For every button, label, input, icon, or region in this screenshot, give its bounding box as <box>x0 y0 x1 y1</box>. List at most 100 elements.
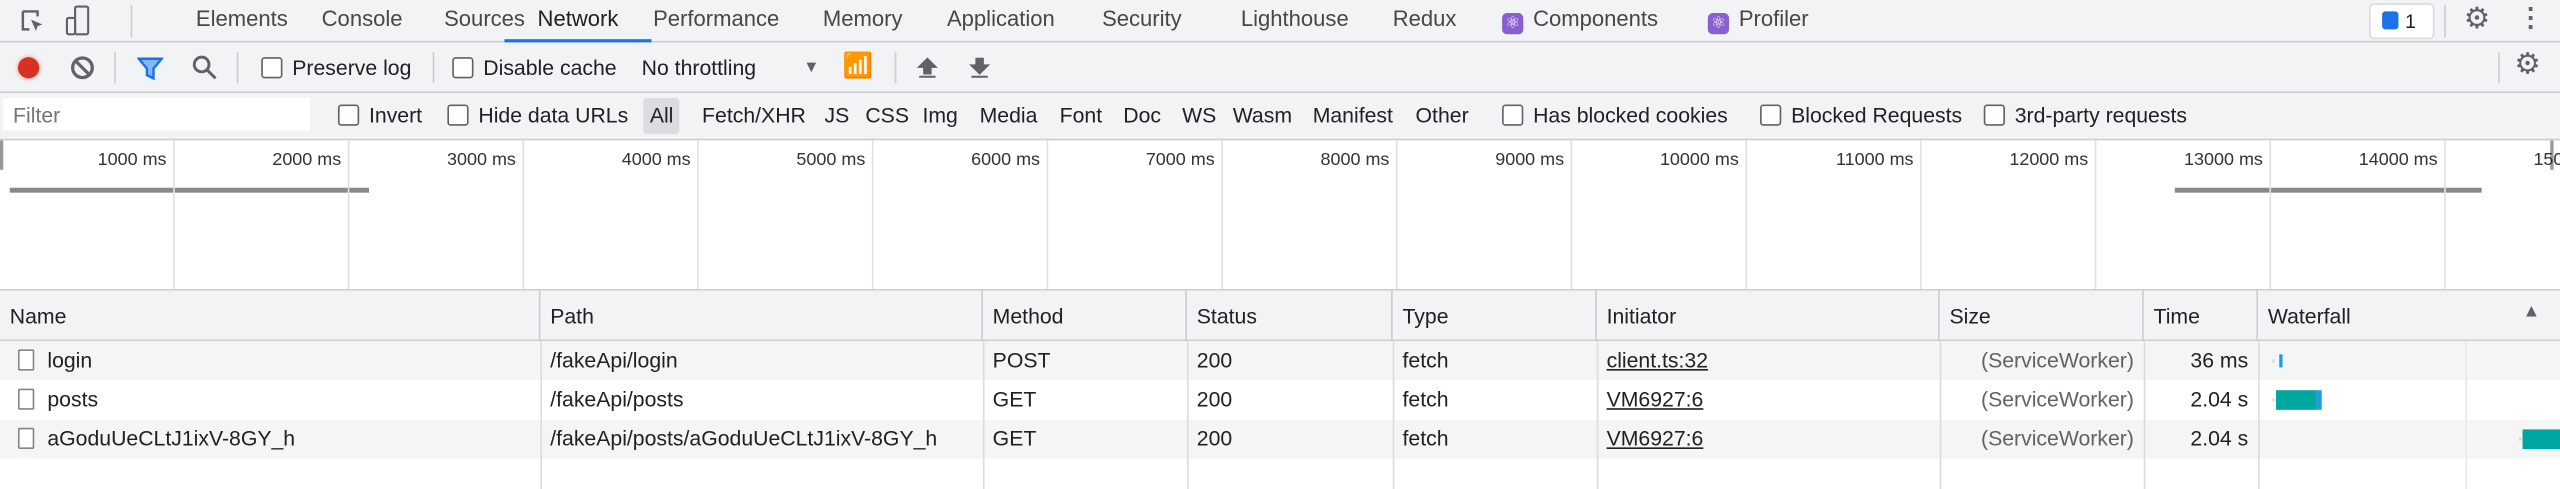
disable-cache-checkbox[interactable]: Disable cache <box>452 42 617 93</box>
has-blocked-cookies-label: Has blocked cookies <box>1533 102 1728 128</box>
cell-path: /fakeApi/posts <box>540 380 982 419</box>
tab-elements[interactable]: Elements <box>195 6 288 32</box>
invert-checkbox[interactable]: Invert <box>337 93 422 139</box>
time-value: 2.04 s <box>2190 426 2249 451</box>
size-value: (ServiceWorker) <box>1981 347 2134 373</box>
overview-grid-line <box>173 140 175 289</box>
overview-grid-line <box>2094 140 2097 289</box>
table-row[interactable]: aGoduUeCLtJ1ixV-8GY_h/fakeApi/posts/aGod… <box>0 419 2560 459</box>
third-party-requests-checkbox[interactable]: 3rd-party requests <box>1983 93 2187 139</box>
tab-components[interactable]: ⚛ Components <box>1502 0 1658 42</box>
type-filter-media[interactable]: Media <box>979 102 1038 128</box>
waterfall-bar <box>2522 429 2560 449</box>
type-filter-font[interactable]: Font <box>1059 102 1103 128</box>
waterfall-grid-line <box>2465 341 2468 489</box>
type-filter-fetch-xhr[interactable]: Fetch/XHR <box>702 102 806 128</box>
name-value: aGoduUeCLtJ1ixV-8GY_h <box>47 426 296 451</box>
cell-name[interactable]: aGoduUeCLtJ1ixV-8GY_h <box>0 420 540 459</box>
column-header-path[interactable]: Path <box>540 290 983 342</box>
type-filter-ws[interactable]: WS <box>1182 102 1217 128</box>
overview-tick-label: 10000 ms <box>1659 150 1739 170</box>
overview-grid-line <box>1395 140 1398 289</box>
tab-console[interactable]: Console <box>321 6 403 32</box>
type-filter-wasm[interactable]: Wasm <box>1232 102 1293 128</box>
cell-initiator[interactable]: VM6927:6 <box>1597 420 1940 459</box>
search-icon[interactable] <box>191 54 217 82</box>
cell-path: /fakeApi/posts/aGoduUeCLtJ1ixV-8GY_h <box>540 420 982 459</box>
cell-size: (ServiceWorker) <box>1940 341 2144 380</box>
has-blocked-cookies-checkbox[interactable]: Has blocked cookies <box>1502 93 1728 139</box>
filter-bar: Invert Hide data URLs All Fetch/XHR JS C… <box>0 93 2560 141</box>
inspect-element-icon[interactable] <box>20 8 46 34</box>
type-filter-js[interactable]: JS <box>824 102 850 128</box>
tab-memory[interactable]: Memory <box>822 6 903 32</box>
more-options-kebab-icon[interactable]: ⋮ <box>2517 4 2544 33</box>
throttling-select[interactable]: No throttling ▼ <box>642 42 835 93</box>
tab-profiler-label: Profiler <box>1738 6 1809 32</box>
overview-right-handle[interactable] <box>2550 140 2554 170</box>
column-divider <box>982 341 985 489</box>
column-header-name[interactable]: Name <box>0 290 541 342</box>
network-conditions-wifi-icon[interactable]: 📶 <box>842 52 873 81</box>
cell-name[interactable]: login <box>0 341 540 380</box>
type-filter-doc[interactable]: Doc <box>1123 102 1162 128</box>
initiator-value[interactable]: VM6927:6 <box>1606 386 1704 412</box>
cell-path: /fakeApi/login <box>540 341 982 380</box>
column-header-waterfall[interactable]: Waterfall <box>2267 303 2351 329</box>
device-toolbar-icon[interactable] <box>65 5 91 38</box>
cell-initiator[interactable]: client.ts:32 <box>1597 341 1940 380</box>
column-divider <box>1186 341 1189 489</box>
cell-type: fetch <box>1393 420 1597 459</box>
table-row[interactable]: login/fakeApi/login POST 200 fetch client.ts… <box>0 341 2560 381</box>
column-header-time[interactable]: Time <box>2144 290 2259 342</box>
initiator-value[interactable]: client.ts:32 <box>1606 347 1709 373</box>
type-filter-img[interactable]: Img <box>922 102 958 128</box>
cell-size: (ServiceWorker) <box>1940 380 2144 419</box>
tab-lighthouse[interactable]: Lighthouse <box>1240 6 1349 32</box>
size-value: (ServiceWorker) <box>1981 426 2134 451</box>
type-filter-all[interactable]: All <box>643 97 680 134</box>
document-file-icon <box>17 349 35 371</box>
overview-grid-line <box>1745 140 1747 289</box>
import-har-upload-icon[interactable] <box>916 56 939 80</box>
record-button[interactable] <box>17 57 40 79</box>
overview-tick-label: 4000 ms <box>621 150 691 170</box>
column-header-type[interactable]: Type <box>1393 290 1597 342</box>
column-header-size[interactable]: Size <box>1940 290 2144 342</box>
column-header-method[interactable]: Method <box>983 290 1187 342</box>
network-overview-timeline[interactable]: 1000 ms 2000 ms 3000 ms 4000 ms 5000 ms 6000 … <box>0 140 2560 291</box>
column-divider <box>1392 341 1395 489</box>
column-header-status[interactable]: Status <box>1187 290 1393 342</box>
tab-sources[interactable]: Sources <box>444 6 525 32</box>
tab-performance[interactable]: Performance <box>653 6 780 32</box>
tab-profiler[interactable]: ⚛ Profiler <box>1707 0 1809 42</box>
type-filter-other[interactable]: Other <box>1415 102 1469 128</box>
status-value: 200 <box>1196 347 1233 373</box>
issues-badge[interactable]: 1 <box>2369 3 2435 40</box>
hide-data-urls-checkbox[interactable]: Hide data URLs <box>447 93 628 139</box>
filter-funnel-icon[interactable] <box>137 56 164 82</box>
type-filter-css[interactable]: CSS <box>865 102 909 128</box>
table-row[interactable]: posts/fakeApi/posts GET 200 fetch VM6927:6 (S… <box>0 380 2560 420</box>
settings-gear-icon[interactable]: ⚙ <box>2463 1 2491 35</box>
waterfall-sort-arrow-icon[interactable]: ▲ <box>2522 302 2541 322</box>
tab-network[interactable]: Network <box>504 0 652 43</box>
initiator-value[interactable]: VM6927:6 <box>1606 426 1704 451</box>
network-settings-gear-icon[interactable]: ⚙ <box>2514 47 2541 81</box>
overview-left-handle[interactable] <box>0 140 4 170</box>
clear-icon[interactable] <box>70 56 94 80</box>
preserve-log-label: Preserve log <box>292 55 412 81</box>
cell-initiator[interactable]: VM6927:6 <box>1597 380 1940 419</box>
tab-security[interactable]: Security <box>1102 6 1182 32</box>
preserve-log-checkbox[interactable]: Preserve log <box>261 42 411 93</box>
filter-input[interactable] <box>3 97 311 131</box>
type-value: fetch <box>1402 347 1449 373</box>
tab-application[interactable]: Application <box>946 6 1055 32</box>
waterfall-bar <box>2272 398 2275 402</box>
export-har-download-icon[interactable] <box>968 56 991 80</box>
cell-name[interactable]: posts <box>0 380 540 419</box>
tab-redux[interactable]: Redux <box>1392 6 1457 32</box>
type-filter-manifest[interactable]: Manifest <box>1312 102 1393 128</box>
column-header-initiator[interactable]: Initiator <box>1597 290 1940 342</box>
blocked-requests-checkbox[interactable]: Blocked Requests <box>1760 93 1962 139</box>
